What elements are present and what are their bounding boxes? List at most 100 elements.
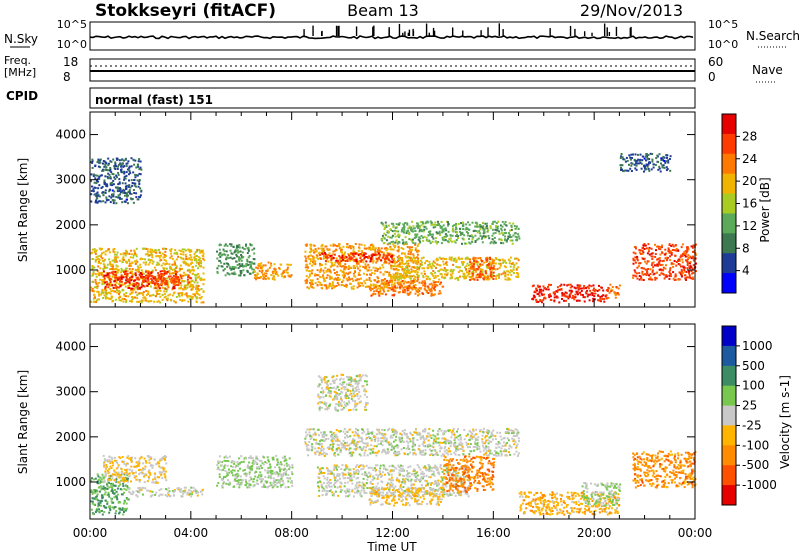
range-gate-cell (414, 242, 417, 245)
range-gate-cell (94, 286, 96, 289)
colorbar-segment (722, 133, 736, 155)
range-gate-cell (108, 511, 111, 514)
range-gate-cell (160, 254, 162, 257)
range-gate-cell (372, 248, 375, 251)
range-gate-cell (134, 272, 137, 275)
range-gate-cell (636, 259, 639, 262)
range-gate-cell (100, 504, 103, 507)
range-gate-cell (636, 255, 639, 258)
range-gate-cell (580, 293, 582, 296)
range-gate-cell (685, 260, 688, 263)
range-gate-cell (661, 251, 664, 254)
range-gate-cell (125, 267, 128, 270)
range-gate-cell (656, 264, 659, 267)
range-gate-cell (111, 289, 114, 292)
range-gate-cell (641, 249, 644, 252)
range-gate-cell (179, 268, 182, 271)
range-gate-cell (191, 296, 194, 298)
range-gate-cell (611, 286, 614, 288)
range-gate-cell (419, 263, 422, 266)
range-gate-cell (114, 168, 117, 170)
range-gate-cell (411, 288, 414, 291)
range-gate-cell (462, 228, 465, 230)
range-gate-cell (128, 287, 131, 289)
range-gate-cell (241, 255, 243, 258)
range-gate-cell (390, 283, 393, 286)
range-gate-cell (416, 276, 419, 279)
range-gate-cell (184, 287, 186, 290)
range-gate-cell (189, 281, 192, 284)
range-gate-cell (284, 269, 287, 272)
range-gate-cell (643, 257, 646, 260)
range-gate-cell (273, 270, 276, 273)
range-gate-cell (312, 261, 314, 263)
range-gate-cell (335, 273, 338, 276)
range-gate-cell (684, 277, 687, 280)
range-gate-cell (478, 276, 481, 278)
range-gate-cell (104, 163, 107, 166)
range-gate-cell (363, 247, 366, 250)
range-gate-cell (412, 279, 415, 282)
range-gate-cell (434, 284, 437, 287)
range-gate-cell (466, 262, 469, 265)
range-gate-cell (621, 164, 624, 167)
range-gate-cell (438, 278, 441, 281)
range-gate-cell (332, 250, 335, 253)
range-gate-cell (393, 274, 396, 277)
range-gate-cell (133, 179, 136, 181)
range-gate-cell (100, 293, 103, 296)
range-gate-cell (392, 222, 395, 225)
range-gate-cell (662, 164, 665, 167)
range-gate-cell (447, 230, 450, 233)
range-gate-cell (511, 242, 514, 245)
range-gate-cell (119, 197, 122, 200)
range-gate-cell (366, 269, 369, 272)
range-gate-cell (168, 490, 171, 493)
range-gate-cell (379, 250, 382, 253)
range-gate-cell (457, 237, 459, 239)
range-gate-cell (122, 162, 124, 165)
range-gate-cell (156, 279, 159, 281)
range-gate-cell (142, 467, 145, 470)
range-gate-cell (176, 271, 179, 273)
range-gate-cell (347, 246, 350, 249)
range-gate-cell (128, 487, 130, 490)
range-gate-cell (157, 284, 160, 287)
range-gate-cell (451, 225, 454, 228)
range-gate-cell (430, 233, 433, 236)
range-gate-cell (652, 163, 655, 166)
range-gate-cell (107, 198, 110, 201)
range-gate-cell (476, 231, 479, 234)
range-gate-cell (132, 254, 135, 257)
range-gate-cell (128, 252, 131, 255)
range-gate-cell (96, 191, 99, 194)
range-gate-cell (124, 273, 126, 275)
range-gate-cell (130, 287, 133, 290)
range-gate-cell (565, 299, 567, 302)
range-gate-cell (164, 457, 166, 460)
range-gate-cell (137, 292, 140, 295)
range-gate-cell (456, 231, 459, 234)
range-gate-cell (141, 487, 144, 489)
range-gate-cell (632, 251, 635, 254)
range-gate-cell (479, 270, 482, 273)
range-gate-cell (356, 265, 359, 268)
range-gate-cell (117, 183, 120, 186)
range-gate-cell (105, 464, 108, 466)
range-gate-cell (491, 228, 494, 231)
range-gate-cell (91, 265, 94, 267)
range-gate-cell (623, 158, 626, 161)
range-gate-cell (123, 164, 126, 167)
range-gate-cell (149, 294, 152, 297)
range-gate-cell (645, 168, 648, 171)
range-gate-cell (383, 228, 386, 230)
range-gate-cell (106, 263, 109, 266)
range-gate-cell (496, 268, 499, 271)
range-gate-cell (635, 272, 638, 275)
range-gate-cell (136, 300, 139, 303)
range-gate-cell (496, 227, 499, 230)
range-gate-cell (349, 257, 352, 260)
range-gate-cell (395, 239, 398, 242)
range-gate-cell (109, 462, 112, 465)
range-gate-cell (580, 290, 583, 292)
